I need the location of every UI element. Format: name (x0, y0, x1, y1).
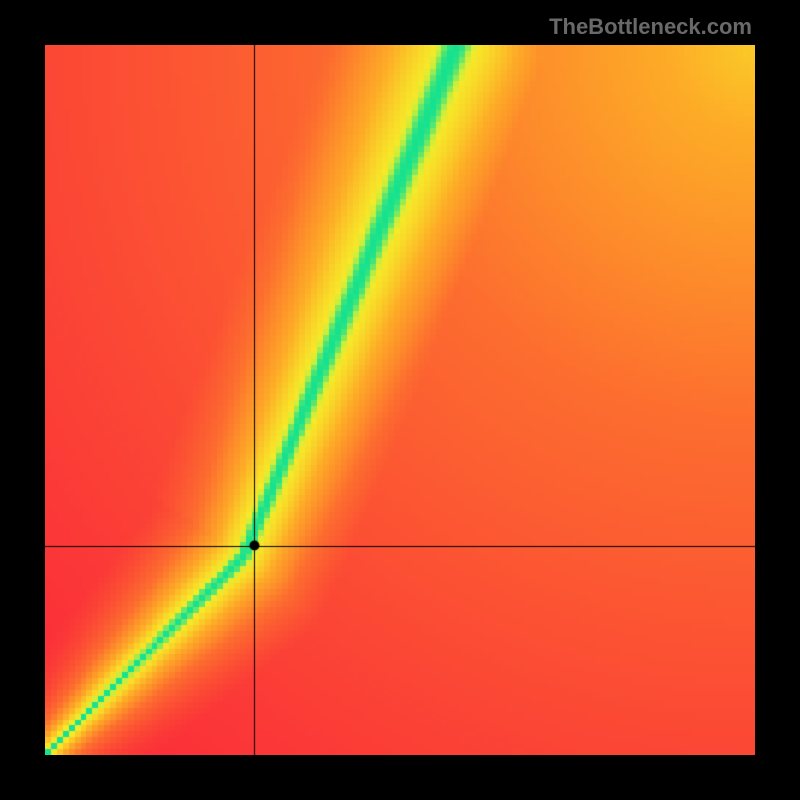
bottleneck-heatmap (45, 45, 755, 755)
watermark-text: TheBottleneck.com (549, 14, 752, 40)
chart-container: TheBottleneck.com (0, 0, 800, 800)
